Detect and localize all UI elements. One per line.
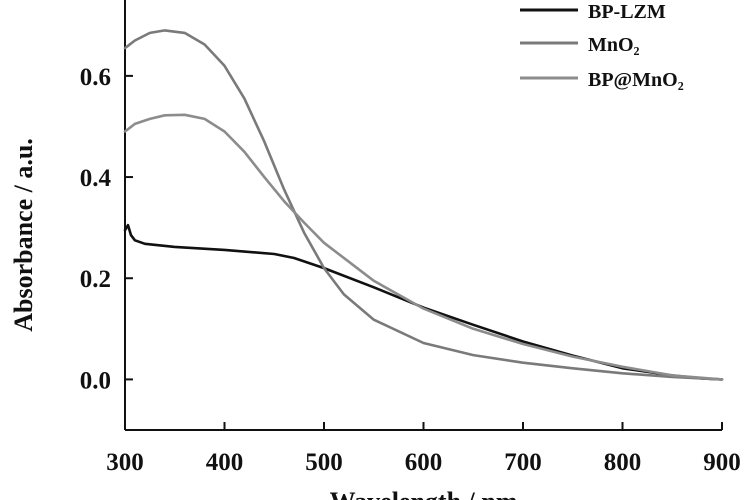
series-line-2 <box>123 29 724 381</box>
x-tick-label: 600 <box>405 449 443 476</box>
y-tick-label: 0.2 <box>80 266 111 293</box>
series-line-1 <box>123 223 724 381</box>
x-tick-label: 300 <box>106 449 144 476</box>
x-tick-label: 800 <box>604 449 642 476</box>
legend: BP-LZM MnO₂ BP@MnO₂ <box>520 1 684 91</box>
x-tick-label: 500 <box>305 449 343 476</box>
x-tick-label: 900 <box>703 449 741 476</box>
x-tick-label: 400 <box>206 449 244 476</box>
series-line-3 <box>123 113 724 381</box>
y-tick-label: 0.6 <box>80 64 111 91</box>
legend-label: BP@MnO₂ <box>588 69 684 91</box>
legend-label: BP-LZM <box>588 1 666 23</box>
x-axis-ticks: 300 400 500 600 700 800 900 <box>106 422 741 476</box>
series-layer <box>123 29 724 381</box>
legend-label: MnO₂ <box>588 34 640 56</box>
y-tick-label: 0.0 <box>80 367 111 394</box>
x-axis-title: Wavelength / nm <box>330 487 518 500</box>
y-axis-ticks: 0.0 0.2 0.4 0.6 <box>80 64 133 394</box>
y-tick-label: 0.4 <box>80 165 112 192</box>
plot-frame <box>124 0 722 431</box>
x-tick-label: 700 <box>504 449 542 476</box>
y-axis-title: Absorbance / a.u. <box>9 138 38 332</box>
